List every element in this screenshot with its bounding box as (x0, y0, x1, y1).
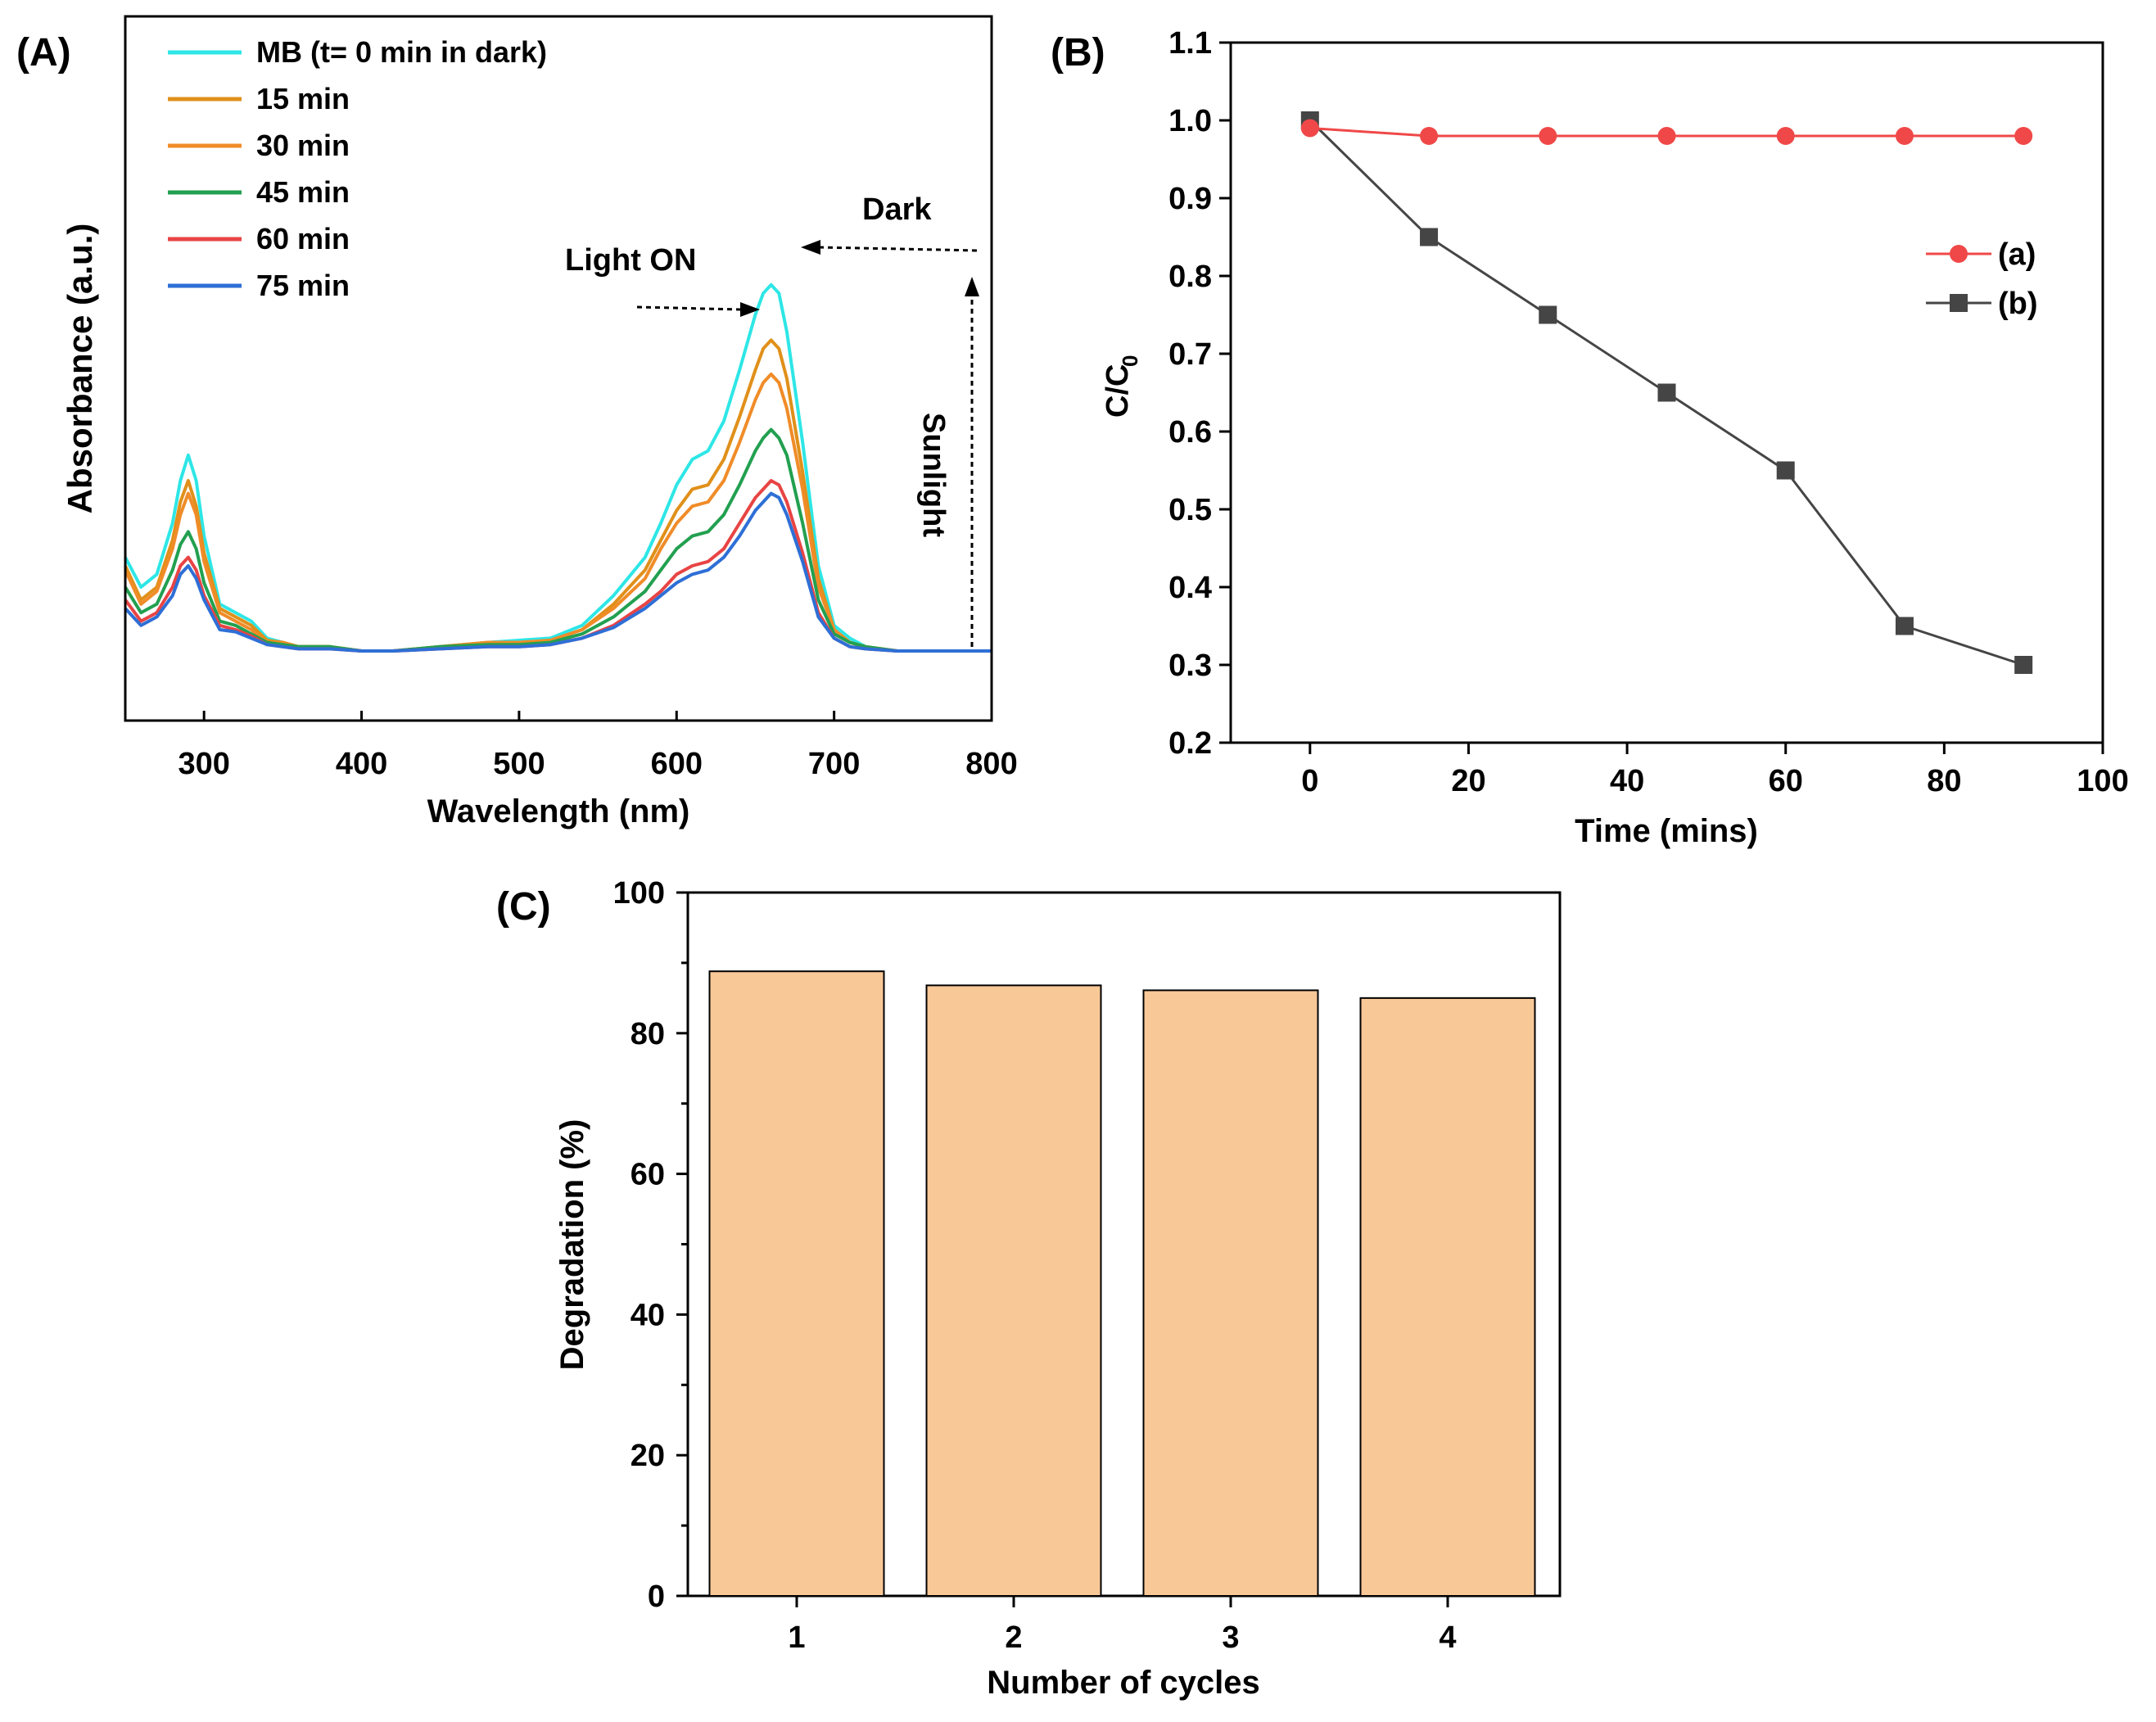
panel-c-bar (925, 984, 1102, 1597)
panel-b-point-b (1657, 383, 1676, 402)
panel-a-series-line-1 (124, 338, 992, 653)
dark-arrowhead (801, 240, 820, 255)
panel-a-x-tick-label: 600 (651, 747, 703, 781)
panel-c-y-tick-label: 40 (631, 1298, 665, 1332)
panel-b-label: (B) (1051, 31, 1105, 75)
panel-b-point-a (1300, 119, 1319, 138)
panel-b-y-tick-label: 0.9 (1168, 182, 1212, 216)
panel-c-y-tick-label: 80 (631, 1017, 665, 1051)
panel-a-series-line-2 (124, 373, 992, 653)
panel-b-legend: (a) (b) (1926, 237, 2038, 321)
panel-b-point-a (1539, 127, 1557, 145)
panel-a-frame (124, 15, 993, 722)
panel-c-y-tick-label: 20 (631, 1439, 665, 1473)
panel-c-y-tick-label: 60 (631, 1158, 665, 1192)
panel-b-y-axis-title: C/C 0 (1101, 355, 1142, 418)
annotation-light-on: Light ON (565, 243, 696, 278)
panel-b-y-tick-label: 0.7 (1168, 337, 1212, 372)
panel-a-x-tick-label: 500 (493, 747, 545, 781)
panel-b-y-tick-label: 0.5 (1168, 493, 1212, 527)
panel-c-y-tick-label: 0 (648, 1580, 665, 1614)
panel-c-y-tick-label: 100 (613, 876, 665, 911)
panel-b: (B) 0 20 40 60 80 100 0.2 0.3 0.4 0.5 0.6 0.7 0.8 0.9… (1051, 26, 2129, 849)
panel-b-legend-marker (1950, 294, 1968, 312)
panel-b-point-b (2014, 656, 2033, 674)
panel-b-x-tick-label: 80 (1927, 764, 1961, 798)
panel-b-point-b (1776, 461, 1795, 480)
panel-a-annotations: Light ON Dark Sunlight (565, 192, 979, 647)
panel-b-y-axis-title-sub: 0 (1118, 355, 1142, 367)
panel-c-x-tick-label: 2 (1005, 1620, 1022, 1655)
panel-b-y-tick-label: 0.4 (1168, 571, 1212, 605)
light-on-arrowhead (740, 302, 760, 317)
panel-b-x-tick-label: 0 (1301, 764, 1318, 798)
panel-a-legend-label: 45 min (256, 175, 350, 209)
panel-b-x-axis-title: Time (mins) (1575, 813, 1758, 849)
panel-c-label: (C) (496, 885, 551, 929)
panel-b-y-tick-label: 0.2 (1168, 726, 1212, 761)
panel-a-legend: MB (t= 0 min in dark) 15 min 30 min 45 min 6… (168, 35, 547, 302)
panel-b-point-a (1895, 127, 1914, 145)
panel-b-y-tick-label: 0.8 (1168, 260, 1212, 294)
panel-a-legend-label: 60 min (256, 222, 350, 255)
panel-b-x-tick-label: 20 (1451, 764, 1485, 798)
panel-c-bar (1359, 997, 1536, 1597)
panel-b-point-b (1539, 305, 1557, 324)
panel-c-x-tick-label: 3 (1222, 1620, 1239, 1655)
panel-a: (A) 300 400 500 600 700 800 Wavelength (nm) A… (16, 15, 1018, 829)
panel-b-point-a (2014, 127, 2033, 145)
panel-a-series-line-0 (124, 282, 992, 653)
dark-arrow-line (818, 246, 979, 252)
panel-b-x-tick-label: 100 (2077, 764, 2128, 798)
panel-a-y-axis-title: Absorbance (a.u.) (61, 224, 99, 514)
annotation-sunlight: Sunlight (916, 413, 951, 537)
panel-b-point-b (1420, 228, 1439, 246)
sunlight-arrowhead (965, 277, 979, 296)
panel-a-series-line-5 (124, 491, 992, 653)
panel-a-x-axis-title: Wavelength (nm) (427, 793, 690, 829)
panel-c-bars (708, 970, 1536, 1597)
panel-b-point-a (1776, 127, 1795, 145)
panel-b-frame (1229, 41, 2104, 744)
panel-b-x-tick-label: 40 (1610, 764, 1644, 798)
panel-b-y-tick-label: 0.6 (1168, 415, 1212, 450)
panel-b-point-a (1420, 127, 1439, 145)
panel-c-bar (1142, 989, 1319, 1597)
light-on-arrow-line (636, 305, 742, 311)
panel-b-y-axis-title-main: C/C (1101, 364, 1135, 418)
panel-a-x-tick-label: 700 (808, 747, 860, 781)
panel-b-y-tick-label: 0.3 (1168, 649, 1212, 683)
panel-b-legend-label: (a) (1998, 237, 2036, 272)
panel-b-legend-label: (b) (1998, 287, 2038, 321)
panel-b-y-tick-label: 1.0 (1168, 104, 1212, 138)
panel-b-series (1300, 111, 2033, 674)
panel-b-point-a (1657, 127, 1676, 145)
panel-c-bar (708, 970, 885, 1597)
panel-a-label: (A) (16, 31, 71, 75)
panel-c-x-axis-title: Number of cycles (987, 1665, 1259, 1701)
panel-a-legend-label: 15 min (256, 82, 350, 115)
panel-a-series-line-3 (124, 427, 992, 653)
panel-b-ticks: 0 20 40 60 80 100 0.2 0.3 0.4 0.5 0.6 0.7 0.8 0.9 1.0 1… (1168, 26, 2129, 798)
panel-b-legend-marker (1950, 245, 1968, 263)
panel-a-series-lines (124, 282, 992, 653)
panel-a-x-tick-label: 800 (965, 747, 1017, 781)
panel-a-legend-label: 75 min (256, 269, 350, 302)
panel-c-x-tick-label: 1 (788, 1620, 805, 1655)
panel-a-legend-label: 30 min (256, 129, 350, 162)
panel-b-x-tick-label: 60 (1769, 764, 1803, 798)
annotation-dark: Dark (862, 192, 932, 227)
panel-a-legend-label: MB (t= 0 min in dark) (256, 35, 547, 69)
panel-a-x-ticks: 300 400 500 600 700 800 (178, 711, 1018, 781)
panel-b-point-b (1895, 617, 1914, 635)
panel-b-y-tick-label: 1.1 (1168, 26, 1212, 61)
panel-a-x-tick-label: 400 (336, 747, 387, 781)
panel-c-x-tick-label: 4 (1439, 1620, 1456, 1655)
panel-c-y-axis-title: Degradation (%) (554, 1119, 590, 1371)
panel-a-x-tick-label: 300 (178, 747, 229, 781)
